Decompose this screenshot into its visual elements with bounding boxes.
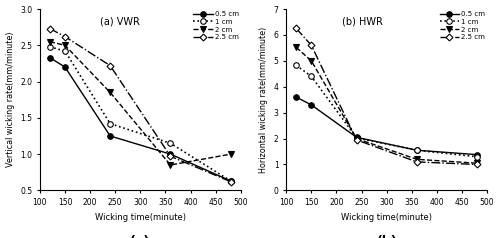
2 cm	[414, 158, 420, 161]
1 cm	[414, 149, 420, 152]
2.5 cm	[308, 44, 314, 47]
2.5 cm	[354, 139, 360, 141]
Y-axis label: Horizontal wicking rate(mm/minute): Horizontal wicking rate(mm/minute)	[259, 27, 268, 173]
Line: 2 cm: 2 cm	[47, 39, 234, 168]
Line: 2.5 cm: 2.5 cm	[48, 26, 233, 184]
Text: (a): (a)	[130, 235, 150, 238]
2.5 cm	[62, 35, 68, 38]
0.5 cm	[62, 66, 68, 69]
2.5 cm	[414, 160, 420, 163]
2 cm	[228, 153, 234, 156]
2.5 cm	[47, 27, 53, 30]
X-axis label: Wicking time(minute): Wicking time(minute)	[341, 213, 432, 222]
2 cm	[47, 40, 53, 43]
0.5 cm	[294, 96, 300, 99]
Text: (b): (b)	[376, 235, 397, 238]
2 cm	[294, 46, 300, 49]
X-axis label: Wicking time(minute): Wicking time(minute)	[95, 213, 186, 222]
Line: 2.5 cm: 2.5 cm	[294, 26, 480, 167]
2.5 cm	[168, 155, 173, 158]
0.5 cm	[414, 149, 420, 152]
2.5 cm	[474, 163, 480, 166]
1 cm	[62, 50, 68, 53]
Y-axis label: Vertical wicking rate(mm/minute): Vertical wicking rate(mm/minute)	[6, 32, 15, 168]
1 cm	[168, 142, 173, 145]
2 cm	[308, 60, 314, 62]
0.5 cm	[107, 134, 113, 137]
Line: 0.5 cm: 0.5 cm	[47, 55, 234, 184]
0.5 cm	[354, 136, 360, 139]
1 cm	[47, 45, 53, 48]
1 cm	[354, 136, 360, 139]
0.5 cm	[47, 56, 53, 59]
1 cm	[308, 75, 314, 78]
2 cm	[168, 164, 173, 166]
1 cm	[228, 179, 234, 182]
1 cm	[294, 64, 300, 67]
1 cm	[474, 155, 480, 158]
2 cm	[474, 162, 480, 165]
2.5 cm	[294, 27, 300, 30]
2 cm	[107, 91, 113, 94]
2.5 cm	[107, 64, 113, 67]
2 cm	[62, 44, 68, 47]
2.5 cm	[228, 180, 234, 183]
Legend: 0.5 cm, 1 cm, 2 cm, 2.5 cm: 0.5 cm, 1 cm, 2 cm, 2.5 cm	[192, 10, 240, 41]
0.5 cm	[308, 104, 314, 106]
Text: (b) HWR: (b) HWR	[342, 16, 384, 26]
0.5 cm	[474, 153, 480, 156]
Line: 2 cm: 2 cm	[294, 45, 480, 166]
Legend: 0.5 cm, 1 cm, 2 cm, 2.5 cm: 0.5 cm, 1 cm, 2 cm, 2.5 cm	[439, 10, 486, 41]
Text: (a) VWR: (a) VWR	[100, 16, 140, 26]
1 cm	[107, 122, 113, 125]
2 cm	[354, 137, 360, 140]
0.5 cm	[168, 153, 173, 156]
0.5 cm	[228, 179, 234, 182]
Line: 1 cm: 1 cm	[47, 44, 234, 184]
Line: 0.5 cm: 0.5 cm	[294, 94, 480, 157]
Line: 1 cm: 1 cm	[294, 63, 480, 159]
